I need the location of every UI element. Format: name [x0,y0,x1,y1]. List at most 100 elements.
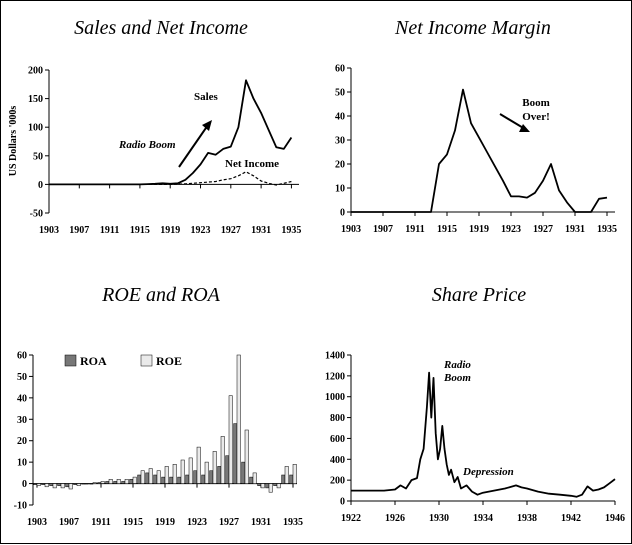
x-tick-label: 1926 [385,513,405,524]
bar-roa [145,472,150,484]
x-tick-label: 1934 [473,513,493,524]
bar-roe [244,429,249,484]
x-tick-label: 1903 [39,225,59,236]
bar-roe [44,483,49,488]
bar-roe [276,483,281,489]
y-tick-label: -10 [14,501,27,512]
bar-roa [121,481,126,484]
bar-roe [284,466,289,484]
legend: ROA ROE [64,354,182,368]
bar-roe [108,479,113,484]
bar-roa [105,481,110,484]
legend-label-roe: ROE [156,354,182,368]
x-tick-label: 1931 [251,225,271,236]
bar-roe [68,483,73,490]
share-price-chart: Share Price 0 200 400 600 800 1000 1200 1400 192… [325,284,625,524]
annotation-net-income: Net Income [225,158,279,170]
x-tick-label: 1931 [251,517,271,528]
bar-roa [169,476,174,484]
y-tick-label: 50 [17,372,27,383]
x-tick-label: 1935 [597,224,617,235]
bar-roa [81,483,86,485]
x-tick-label: 1927 [221,225,241,236]
bar-roa [281,474,286,484]
bar-roa [49,483,54,486]
bar-roa [265,483,270,489]
legend-swatch-roa [64,354,77,367]
bar-roe [164,466,169,484]
x-tick-label: 1923 [191,225,211,236]
x-tick-label: 1907 [69,225,89,236]
annotation-sales: Sales [194,91,219,103]
bar-roa [65,483,70,488]
x-tick-label: 1935 [283,517,303,528]
y-tick-label: 1400 [325,351,345,362]
bar-roe [204,461,209,484]
y-tick-label: 60 [17,351,27,362]
x-tick-label: 1911 [91,517,110,528]
x-tick-label: 1927 [533,224,553,235]
bar-roe [76,483,81,486]
annotation-arrowhead [202,120,212,131]
x-tick-label: 1935 [281,225,301,236]
legend-swatch-roe [140,354,153,367]
annotation-over: Over! [522,111,549,123]
bar-roe [52,483,57,489]
bar-roa [57,483,62,486]
x-tick-label: 1903 [341,224,361,235]
annotation-arrow [499,113,526,130]
bar-roa [217,466,222,484]
x-tick-label: 1919 [155,517,175,528]
x-tick-label: 1915 [130,225,150,236]
x-tick-label: 1923 [187,517,207,528]
bar-roe [148,468,153,484]
annotation-boom: Boom [443,372,471,384]
bar-roa [33,483,38,485]
y-tick-label: 20 [335,160,345,171]
x-tick-label: 1915 [437,224,457,235]
y-tick-label: 30 [335,136,345,147]
y-tick-label: 1200 [325,371,345,382]
bar-roe [188,457,193,484]
chart-title: Sales and Net Income [74,17,248,39]
chart-title: ROE and ROA [101,284,221,306]
y-tick-label: 40 [17,393,27,404]
bar-roe [92,482,97,484]
y-tick-label: 30 [17,415,27,426]
bar-roa [113,481,118,484]
x-tick-label: 1930 [429,513,449,524]
bar-roa [129,479,134,484]
annotation-arrow [178,124,209,168]
y-tick-label: 200 [28,66,43,77]
annotation-arrowhead [519,124,530,132]
annotation-radio-boom: Radio Boom [118,139,176,151]
y-tick-label: 50 [335,88,345,99]
series-line-share-price [351,371,616,498]
y-tick-label: 60 [335,64,345,75]
y-tick-label: 0 [22,479,27,490]
bar-roe [124,479,129,484]
bar-roa [97,482,102,484]
y-tick-label: -50 [30,209,43,220]
bar-roa [161,476,166,484]
y-tick-label: 200 [330,476,345,487]
y-tick-label: 1000 [325,392,345,403]
bar-roa [185,474,190,484]
y-tick-label: 50 [33,151,43,162]
annotation-depression: Depression [462,466,514,478]
y-tick-label: 10 [17,458,27,469]
y-tick-label: 10 [335,184,345,195]
y-tick-label: 800 [330,413,345,424]
bar-roe [140,470,145,484]
bar-roe [228,395,233,484]
annotation-radio: Radio [443,359,471,371]
bar-roe [252,472,257,484]
bar-roe [36,483,41,486]
x-tick-label: 1922 [341,513,361,524]
bar-roa [289,474,294,484]
sales-net-income-chart: Sales and Net Income US Dollars '000s -5… [8,17,301,236]
y-tick-label: 100 [28,123,43,134]
y-tick-label: 0 [340,208,345,219]
bar-roe [132,476,137,484]
